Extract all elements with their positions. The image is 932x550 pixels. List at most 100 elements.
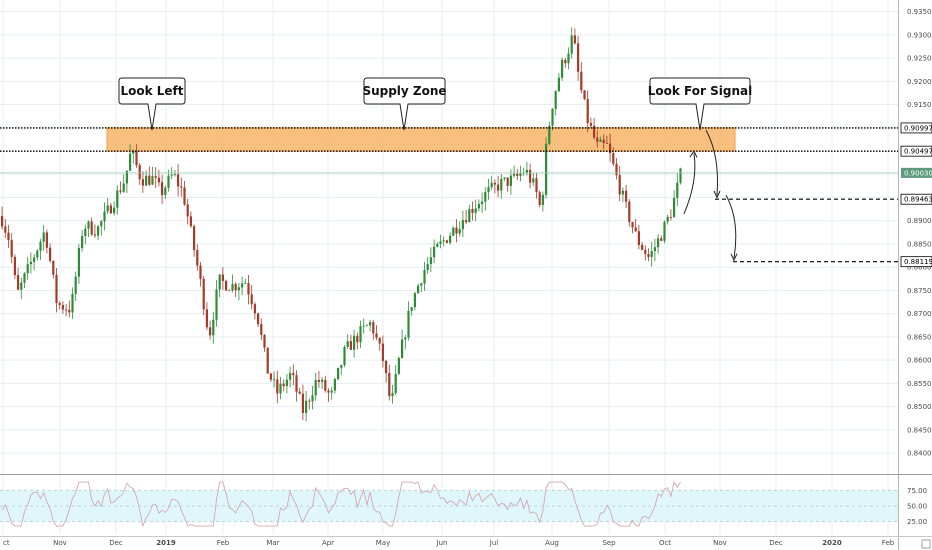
candle-body — [273, 379, 276, 381]
candle-body — [369, 322, 372, 326]
candle-body — [647, 253, 650, 257]
candle-body — [177, 174, 180, 187]
date-tick-label: 2020 — [822, 539, 842, 547]
candle-body — [119, 190, 122, 192]
rsi-tick-label: 75.00 — [907, 487, 927, 495]
candle-body — [532, 178, 535, 183]
callout-box — [649, 77, 751, 131]
candle-body — [129, 153, 132, 171]
candle-body — [401, 339, 404, 359]
candle-body — [7, 232, 10, 241]
candle-body — [548, 125, 551, 144]
candle-body — [122, 183, 125, 192]
rsi-line — [1, 480, 681, 528]
candle-body — [138, 165, 141, 180]
date-tick-label: ct — [3, 539, 10, 547]
candle-body — [673, 198, 676, 218]
candle-body — [602, 139, 605, 143]
candle-body — [577, 43, 580, 72]
last-price-tag-label: 0.90030 — [904, 169, 932, 177]
candle-body — [202, 278, 205, 310]
arrows-layer — [683, 129, 738, 262]
level-price-tag — [900, 256, 932, 268]
candle-body — [397, 358, 400, 374]
candle-body — [109, 205, 112, 214]
candle-body — [250, 294, 253, 305]
candle-body — [228, 290, 231, 292]
level-price-tag — [900, 122, 932, 134]
candle-body — [321, 379, 324, 382]
candle-body — [429, 257, 432, 265]
candle-body — [468, 209, 471, 223]
price-axis[interactable]: 0.935000.930000.925000.920000.915000.910… — [900, 8, 932, 458]
candle-body — [445, 240, 448, 243]
candle-body — [161, 182, 164, 196]
candle-body — [205, 309, 208, 328]
candle-body — [484, 192, 487, 202]
candle-body — [45, 232, 48, 248]
candle-body — [55, 274, 58, 303]
candle-body — [154, 176, 157, 178]
candle-body — [253, 304, 256, 314]
candle-body — [97, 226, 100, 236]
candle-body — [580, 71, 583, 91]
candle-body — [237, 287, 240, 291]
candle-body — [413, 293, 416, 308]
candle-body — [100, 221, 103, 227]
candle-body — [52, 260, 55, 275]
candle-body — [567, 53, 570, 64]
date-tick-label: 2019 — [156, 539, 176, 547]
candle-body — [305, 400, 308, 413]
candle-body — [87, 221, 90, 229]
candle-body — [561, 59, 564, 78]
candle-body — [490, 182, 493, 188]
candle-body — [330, 390, 333, 393]
candle-body — [324, 379, 327, 391]
candle-body — [500, 178, 503, 191]
candle-body — [289, 372, 292, 380]
candle-body — [449, 235, 452, 243]
candle-body — [612, 153, 615, 164]
candle-body — [148, 175, 151, 185]
candle-body — [333, 379, 336, 391]
candle-body — [42, 232, 45, 242]
date-tick-label: Nov — [713, 539, 727, 547]
candle-body — [420, 283, 423, 286]
candle-body — [145, 175, 148, 186]
candle-body — [215, 289, 218, 320]
candle-body — [209, 327, 212, 336]
callout-label: Look For Signal — [648, 84, 752, 98]
candle-body — [36, 250, 39, 258]
candle-body — [442, 240, 445, 242]
date-tick-label: Aug — [545, 539, 559, 547]
candle-body — [84, 228, 87, 237]
candle-body — [506, 177, 509, 186]
candle-body — [497, 184, 500, 191]
candle-body — [189, 216, 192, 227]
callout-box — [363, 77, 446, 131]
candle-body — [257, 313, 260, 325]
candle-body — [65, 309, 68, 311]
date-tick-label: Apr — [322, 539, 334, 547]
candle-body — [49, 247, 52, 261]
candle-body — [455, 227, 458, 234]
candle-body — [554, 91, 557, 109]
date-axis[interactable]: ct Nov Dec 2019 Feb Mar Apr May Jun Jul Aug Sep Oct N… — [3, 539, 931, 549]
candle-body — [234, 284, 237, 291]
candle-body — [551, 108, 554, 126]
candle-body — [212, 319, 215, 336]
candle-body — [596, 137, 599, 142]
candle-body — [301, 393, 304, 413]
candle-body — [317, 379, 320, 382]
candle-body — [529, 169, 532, 183]
date-tick-label: Sep — [602, 539, 616, 547]
candle-body — [103, 211, 106, 222]
candle-body — [525, 169, 528, 173]
date-tick-label: Feb — [217, 539, 230, 547]
candle-body — [298, 391, 301, 394]
